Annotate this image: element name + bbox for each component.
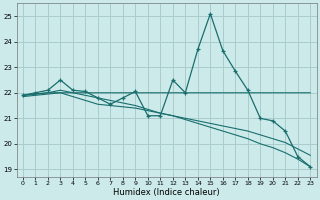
X-axis label: Humidex (Indice chaleur): Humidex (Indice chaleur)	[113, 188, 220, 197]
